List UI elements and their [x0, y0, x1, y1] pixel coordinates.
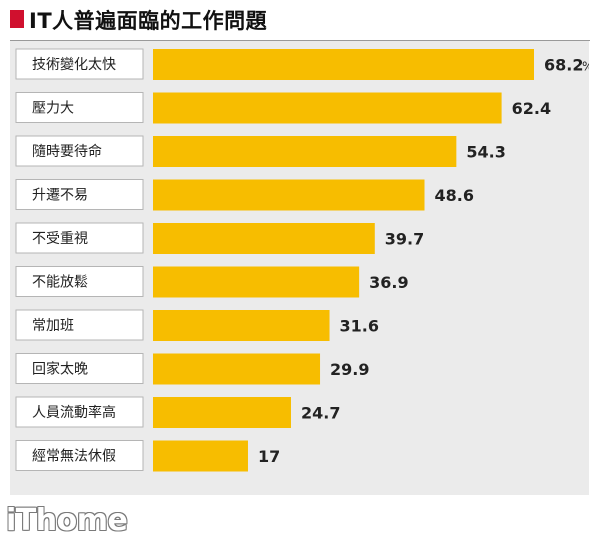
value-label: 31.6: [340, 317, 379, 336]
bar: [153, 92, 502, 124]
chart-title: IT人普遍面臨的工作問題: [29, 9, 268, 33]
bar: [153, 397, 291, 428]
value-label: 68.2: [544, 56, 583, 75]
chart-panel: 技術變化太快 68.2% 壓力大 62.4 隨時要待命 54.3 升遷不易 48.6 不受重視 3…: [10, 41, 589, 495]
value-label: 29.9: [330, 360, 369, 379]
value-label: 17: [258, 447, 280, 466]
bar-chart: 技術變化太快 68.2% 壓力大 62.4 隨時要待命 54.3 升遷不易 48.6 不受重視 3…: [15, 48, 589, 472]
bar: [153, 353, 321, 385]
category-label: 升遷不易: [32, 188, 88, 204]
value-label: 54.3: [466, 143, 505, 162]
chart-header: IT人普遍面臨的工作問題: [0, 0, 600, 42]
category-label-box: [15, 222, 144, 254]
bar: [153, 310, 330, 341]
category-label-box: [15, 440, 144, 471]
ithome-watermark: iThome: [6, 503, 128, 538]
title-marker: [10, 10, 24, 28]
category-label: 回家太晚: [32, 361, 88, 378]
category-label-box: [15, 309, 144, 341]
value-label: 39.7: [385, 230, 424, 249]
category-label-box: [15, 48, 144, 80]
bar: [153, 49, 534, 80]
category-label: 常加班: [32, 318, 74, 334]
bar: [153, 440, 248, 472]
header-divider: [10, 40, 590, 41]
value-label: 24.7: [301, 404, 340, 423]
category-label-box: [15, 353, 144, 384]
category-label: 隨時要待命: [32, 143, 102, 160]
category-label-box: [15, 266, 144, 297]
value-label: 48.6: [435, 186, 474, 205]
bar: [153, 179, 425, 211]
category-label: 壓力大: [32, 101, 74, 117]
category-label-box: [15, 92, 144, 123]
category-label-box: [15, 396, 144, 428]
category-label: 人員流動率高: [32, 404, 116, 421]
bar: [153, 266, 360, 298]
bar: [153, 136, 457, 167]
value-label: 36.9: [369, 273, 408, 292]
value-label: 62.4: [512, 99, 551, 118]
category-label: 技術變化太快: [32, 57, 116, 73]
category-label-box: [15, 179, 144, 210]
category-label-box: [15, 135, 144, 167]
value-unit: %: [582, 60, 589, 74]
category-label: 不能放鬆: [32, 275, 88, 291]
category-label: 經常無法休假: [32, 449, 116, 465]
bar: [153, 223, 375, 254]
category-label: 不受重視: [32, 231, 88, 247]
